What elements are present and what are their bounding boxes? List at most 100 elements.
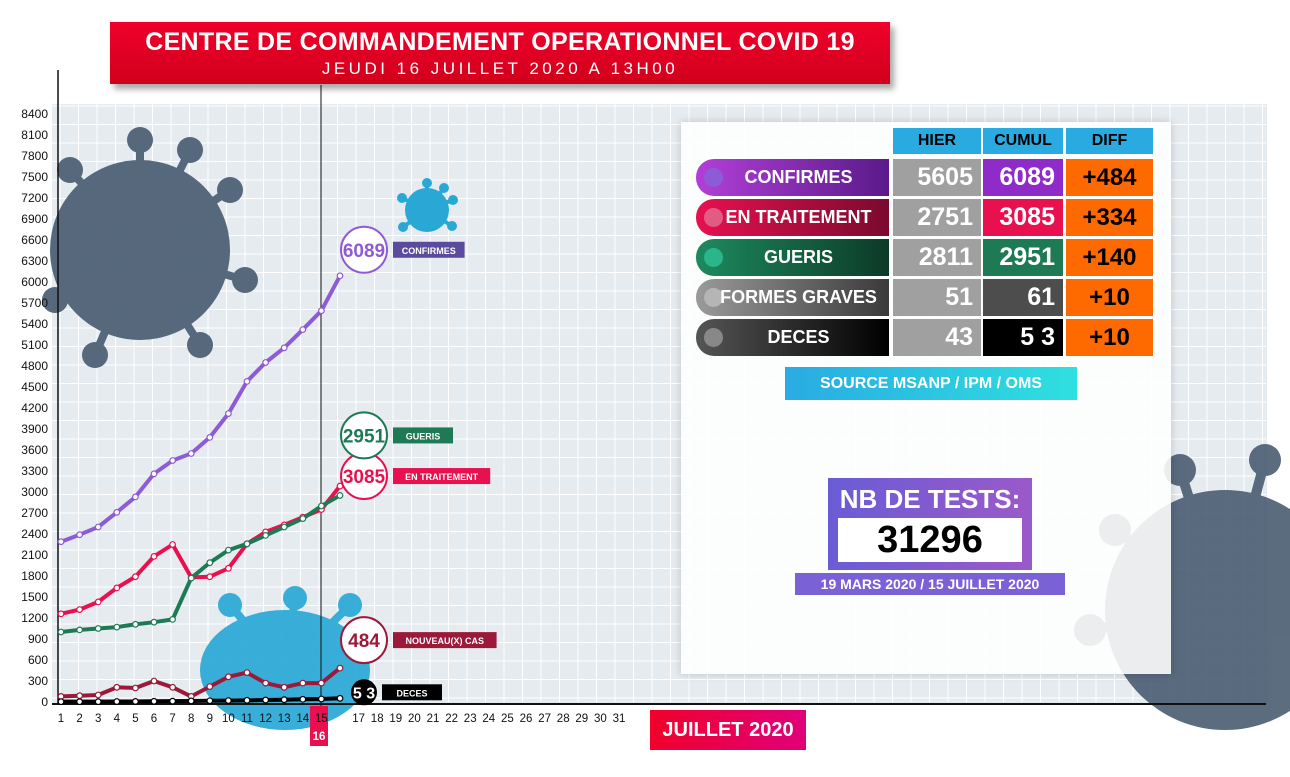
row-label: GUERIS: [696, 239, 889, 276]
tests-period: 19 MARS 2020 / 15 JUILLET 2020: [795, 573, 1065, 595]
chart-axes: 0300600900120015001800210024002700300033…: [21, 70, 1266, 746]
x-tick-label: 21: [427, 713, 440, 725]
y-tick-label: 1200: [21, 611, 48, 625]
x-tick-label: 11: [241, 713, 253, 725]
data-point: [224, 546, 232, 554]
x-tick-label: 26: [520, 713, 533, 725]
data-point: [318, 307, 325, 315]
x-tick-label: 13: [278, 713, 291, 725]
data-point: [262, 532, 270, 539]
x-tick-label: 17: [352, 713, 365, 725]
data-point: [280, 683, 288, 691]
data-point: [187, 574, 195, 582]
cell-cumul: 3085: [983, 199, 1063, 236]
callout-bubble: [340, 616, 388, 665]
data-point: [76, 692, 83, 700]
virus-decoration-icon: [397, 178, 458, 232]
callout-tag: [393, 427, 453, 444]
x-tick-label: 27: [538, 713, 551, 725]
x-tick-label: 8: [188, 713, 194, 725]
cell-hier: 5605: [893, 159, 981, 196]
data-point: [94, 598, 102, 606]
cell-cumul: 2951: [983, 239, 1063, 276]
x-tick-label: 28: [557, 713, 570, 725]
current-day-marker: [310, 706, 328, 746]
callout-tag-label: CONFIRMES: [402, 246, 456, 256]
tests-value: 31296: [838, 518, 1022, 562]
callout-tag-label: DECES: [396, 688, 427, 698]
y-tick-label: 5400: [21, 317, 48, 331]
y-tick-label: 8100: [21, 128, 48, 142]
y-tick-label: 2400: [21, 527, 48, 541]
y-tick-label: 7800: [21, 149, 48, 163]
callout-value: 2951: [343, 426, 386, 447]
data-point: [57, 538, 65, 546]
data-point: [113, 584, 121, 592]
data-point: [280, 696, 288, 704]
x-tick-label: 6: [151, 713, 157, 725]
data-point: [57, 628, 65, 636]
data-point: [131, 698, 139, 705]
data-point: [224, 564, 232, 572]
callout-tag-label: NOUVEAU(X) CAS: [406, 636, 485, 646]
y-tick-label: 6300: [21, 254, 48, 268]
y-tick-label: 5700: [21, 296, 48, 310]
callout-tag-label: GUERIS: [406, 431, 441, 441]
x-tick-label: 25: [501, 713, 514, 725]
callout-tag: [382, 684, 442, 701]
data-point: [150, 470, 158, 478]
y-tick-label: 7500: [21, 170, 48, 184]
data-point: [169, 616, 177, 623]
x-tick-label: 19: [389, 713, 402, 725]
data-point: [206, 434, 214, 441]
data-point: [131, 684, 139, 692]
row-label-text: FORMES GRAVES: [720, 287, 877, 307]
data-point: [243, 540, 251, 548]
y-tick-label: 3600: [21, 443, 48, 457]
x-tick-label: 15: [315, 713, 328, 725]
data-point: [206, 559, 214, 567]
data-point: [150, 618, 158, 626]
row-label: DECES: [696, 319, 889, 356]
y-tick-label: 3300: [21, 464, 48, 478]
x-tick-label: 3: [95, 713, 101, 725]
data-point: [169, 457, 177, 464]
data-point: [76, 606, 83, 613]
y-tick-label: 4800: [21, 359, 48, 373]
data-point: [113, 623, 121, 631]
row-label-text: DECES: [767, 327, 830, 347]
data-point: [57, 610, 65, 618]
data-point: [169, 697, 177, 705]
y-tick-label: 6900: [21, 212, 48, 226]
data-point: [76, 698, 83, 706]
x-tick-label: 12: [259, 713, 272, 725]
data-point: [94, 523, 102, 531]
virus-decoration-icon: [42, 127, 258, 368]
x-tick-label: 16: [313, 731, 326, 743]
data-point: [206, 683, 214, 690]
column-header-diff: DIFF: [1066, 128, 1153, 154]
row-dot-icon: [704, 288, 723, 307]
data-point: [318, 679, 325, 687]
data-point: [262, 696, 270, 704]
callout-value: 484: [348, 631, 380, 652]
x-tick-label: 2: [76, 713, 82, 725]
y-tick-label: 0: [41, 695, 48, 709]
data-point: [243, 696, 251, 704]
data-point: [224, 697, 232, 704]
cell-hier: 51: [893, 279, 981, 316]
y-tick-label: 4200: [21, 401, 48, 415]
data-point: [187, 450, 195, 457]
data-point: [76, 626, 83, 634]
x-tick-label: 31: [613, 713, 626, 725]
x-tick-label: 5: [132, 713, 138, 725]
y-tick-label: 2100: [21, 548, 48, 562]
data-point: [131, 573, 139, 581]
source-label: SOURCE MSANP / IPM / OMS: [785, 367, 1077, 400]
y-tick-label: 5100: [21, 338, 48, 352]
data-point: [150, 697, 158, 705]
month-label: JUILLET 2020: [650, 710, 806, 750]
y-tick-label: 3900: [21, 422, 48, 436]
callout-bubble: [340, 225, 388, 274]
column-header-cumul: CUMUL: [983, 128, 1063, 154]
